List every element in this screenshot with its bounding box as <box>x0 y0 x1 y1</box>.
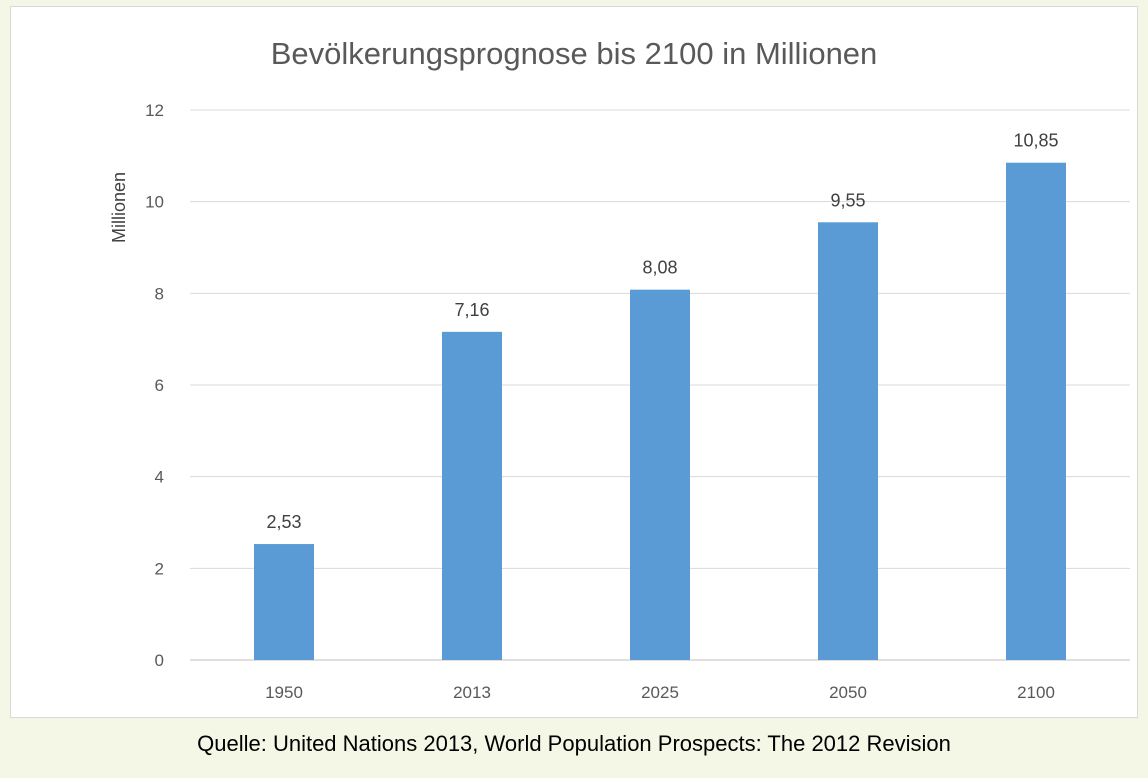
data-label: 9,55 <box>830 190 865 210</box>
x-tick-label: 2100 <box>1017 683 1055 702</box>
data-label: 7,16 <box>454 300 489 320</box>
bar <box>1006 162 1066 661</box>
y-tick-label: 12 <box>145 101 164 120</box>
x-tick-label: 2013 <box>453 683 491 702</box>
x-tick-label: 1950 <box>265 683 303 702</box>
bar <box>630 289 690 660</box>
data-label: 10,85 <box>1013 131 1058 151</box>
bar <box>818 222 878 660</box>
y-tick-label: 10 <box>145 193 164 212</box>
data-label: 8,08 <box>642 258 677 278</box>
y-tick-label: 8 <box>155 284 164 303</box>
x-tick-label: 2025 <box>641 683 679 702</box>
data-label: 2,53 <box>266 512 301 532</box>
y-axis-title: Millionen <box>109 172 129 243</box>
chart-title: Bevölkerungsprognose bis 2100 in Million… <box>270 36 878 71</box>
y-tick-label: 2 <box>155 559 164 578</box>
chart-frame <box>10 6 1138 718</box>
y-tick-label: 4 <box>155 468 164 487</box>
bar <box>442 331 502 660</box>
y-tick-label: 0 <box>155 651 164 670</box>
x-tick-label: 2050 <box>829 683 867 702</box>
y-tick-label: 6 <box>155 376 164 395</box>
bar <box>254 544 314 660</box>
source-note: Quelle: United Nations 2013, World Popul… <box>197 731 951 756</box>
